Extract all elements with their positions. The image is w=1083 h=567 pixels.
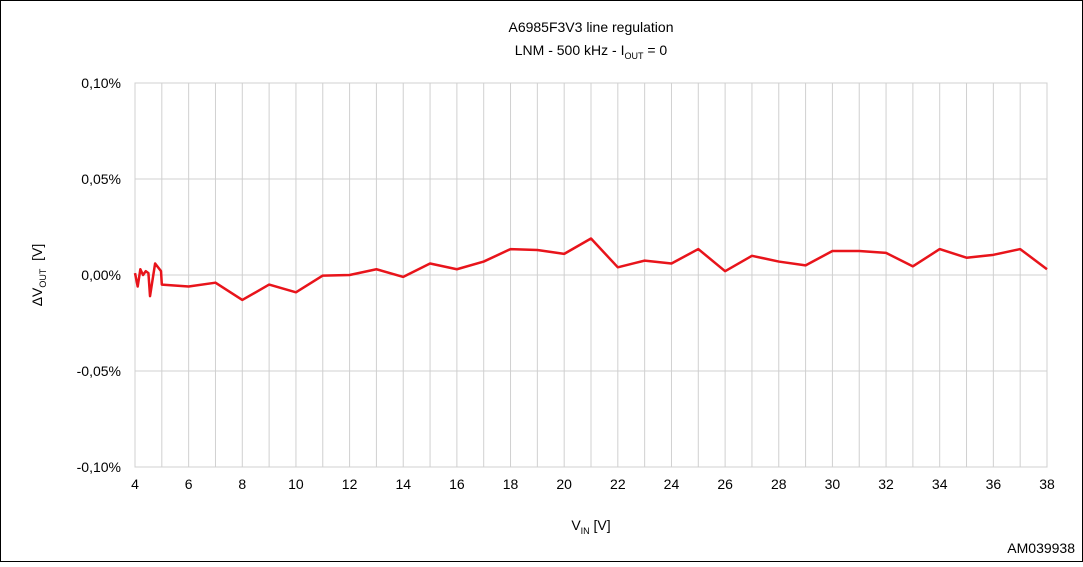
ylabel-part: [V] xyxy=(29,244,45,269)
series-line xyxy=(133,237,1048,302)
x-tick-label: 4 xyxy=(131,476,139,492)
x-tick-label: 16 xyxy=(449,476,465,492)
x-tick-label: 8 xyxy=(238,476,246,492)
x-tick-label: 10 xyxy=(288,476,304,492)
x-axis-label: VIN [V] xyxy=(571,517,610,536)
x-tick-label: 6 xyxy=(185,476,193,492)
subtitle-part: = 0 xyxy=(643,42,667,58)
x-tick-label: 22 xyxy=(610,476,626,492)
xlabel-sub: IN xyxy=(581,526,590,536)
y-tick-label: 0,10% xyxy=(81,75,121,91)
annotation: AM039938 xyxy=(1007,540,1075,556)
subtitle-part: LNM - 500 kHz - I xyxy=(515,42,625,58)
x-tick-label: 32 xyxy=(878,476,894,492)
ylabel-part: ΔV xyxy=(29,287,45,306)
ylabel-sub: OUT xyxy=(38,268,48,288)
x-tick-label: 28 xyxy=(771,476,787,492)
x-tick-label: 24 xyxy=(664,476,680,492)
y-tick-label: -0,10% xyxy=(77,459,121,475)
x-tick-label: 12 xyxy=(342,476,358,492)
y-tick-label: 0,00% xyxy=(81,267,121,283)
x-tick-label: 38 xyxy=(1039,476,1055,492)
x-tick-label: 26 xyxy=(717,476,733,492)
y-tick-label: 0,05% xyxy=(81,171,121,187)
chart-subtitle: LNM - 500 kHz - IOUT = 0 xyxy=(515,42,668,61)
chart-title: A6985F3V3 line regulation xyxy=(508,19,673,35)
x-tick-label: 30 xyxy=(825,476,841,492)
x-tick-label: 34 xyxy=(932,476,948,492)
x-tick-label: 36 xyxy=(986,476,1002,492)
y-axis-label: ΔVOUT [V] xyxy=(29,244,48,307)
y-tick-label: -0,05% xyxy=(77,363,121,379)
subtitle-sub: OUT xyxy=(624,51,644,61)
x-tick-label: 14 xyxy=(395,476,411,492)
xlabel-part: V xyxy=(571,517,581,533)
x-tick-label: 18 xyxy=(503,476,519,492)
x-tick-label: 20 xyxy=(556,476,572,492)
xlabel-part: [V] xyxy=(590,517,611,533)
